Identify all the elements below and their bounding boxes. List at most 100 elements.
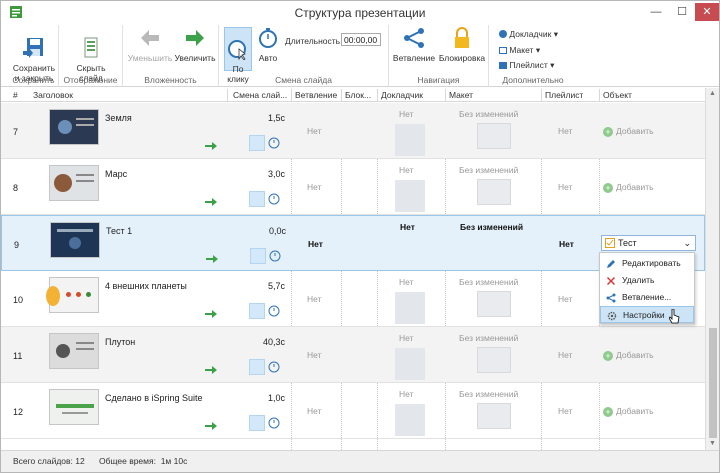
presenter-dropdown[interactable]: Докладчик ▾ [499, 29, 558, 40]
playlist-value[interactable]: Нет [558, 294, 573, 304]
presenter-avatar[interactable] [395, 404, 425, 436]
slide-duration[interactable]: 3,0с [267, 169, 285, 179]
slide-title[interactable]: 4 внешних планеты [105, 281, 187, 291]
header-title[interactable]: Заголовок [33, 90, 73, 100]
table-row[interactable]: 10 4 внешних планеты 5,7с Нет Нет Без из… [1, 271, 705, 327]
arrow-right-icon[interactable] [206, 254, 218, 264]
table-row[interactable]: 8 Марс 3,0с Нет Нет Без изменений Нет + Д… [1, 159, 705, 215]
slide-title[interactable]: Марс [105, 169, 128, 179]
click-advance-icon[interactable] [249, 359, 265, 375]
duration-input[interactable]: 00:00,00 [341, 33, 381, 46]
click-advance-icon[interactable] [249, 135, 265, 151]
presenter-avatar[interactable] [395, 180, 425, 212]
minimize-button[interactable]: — [650, 6, 662, 18]
slide-duration[interactable]: 0,0с [268, 226, 286, 236]
hide-slide-button[interactable]: Скрыть слайд [69, 27, 113, 83]
branch-value[interactable]: Нет [307, 182, 322, 192]
header-playlist[interactable]: Плейлист [545, 90, 584, 100]
layout-value[interactable]: Без изменений [460, 222, 524, 232]
table-row-selected[interactable]: 9 Тест 1 0,0с Нет Нет Без изменений Нет [1, 215, 705, 271]
scroll-down-icon[interactable]: ▼ [709, 440, 716, 447]
save-and-close-button[interactable]: Сохранить и закрыть [11, 27, 57, 83]
slide-title[interactable]: Земля [105, 113, 132, 123]
presenter-avatar[interactable] [395, 124, 425, 156]
layout-preview[interactable] [477, 123, 511, 149]
branch-value[interactable]: Нет [307, 350, 322, 360]
header-slide-change[interactable]: Смена слай... [233, 90, 288, 100]
menu-item-branching[interactable]: Ветвление... [600, 289, 694, 306]
table-row[interactable]: 7 Земля 1,5с Нет Нет Без изменений Нет +… [1, 103, 705, 159]
locking-button[interactable]: Блокировка [437, 27, 487, 63]
branch-value[interactable]: Нет [308, 239, 323, 249]
chevron-down-icon[interactable]: ⌄ [683, 238, 691, 248]
menu-item-edit[interactable]: Редактировать [600, 255, 694, 272]
layout-value[interactable]: Без изменений [459, 165, 519, 175]
timer-icon[interactable] [267, 359, 283, 375]
table-row[interactable]: 11 Плутон 40,3с Нет Нет Без изменений Не… [1, 327, 705, 383]
branch-value[interactable]: Нет [307, 294, 322, 304]
vertical-scrollbar[interactable]: ▲ ▼ [705, 88, 719, 450]
presenter-value[interactable]: Нет [400, 222, 415, 232]
header-object[interactable]: Объект [603, 90, 632, 100]
add-object-button[interactable]: + Добавить [603, 406, 654, 417]
header-branching[interactable]: Ветвление [295, 90, 338, 100]
header-presenter[interactable]: Докладчик [381, 90, 423, 100]
on-click-button[interactable]: По клику [224, 27, 252, 84]
branch-value[interactable]: Нет [307, 126, 322, 136]
header-number[interactable]: # [13, 90, 18, 100]
add-object-button[interactable]: + Добавить [603, 350, 654, 361]
presenter-value[interactable]: Нет [399, 389, 414, 399]
arrow-right-icon[interactable] [205, 421, 217, 431]
table-row[interactable]: 12 Сделано в iSpring Suite 1,0с Нет Нет … [1, 383, 705, 439]
slide-duration[interactable]: 40,3с [262, 337, 285, 347]
add-object-button[interactable]: + Добавить [603, 182, 654, 193]
timer-icon[interactable] [267, 415, 283, 431]
layout-dropdown[interactable]: Макет ▾ [499, 45, 540, 56]
branching-button[interactable]: Ветвление [391, 27, 437, 63]
presenter-value[interactable]: Нет [399, 333, 414, 343]
playlist-value[interactable]: Нет [558, 126, 573, 136]
click-advance-icon[interactable] [249, 191, 265, 207]
slide-title[interactable]: Тест 1 [106, 226, 133, 236]
scroll-up-icon[interactable]: ▲ [709, 90, 716, 97]
timer-icon[interactable] [268, 248, 284, 264]
layout-value[interactable]: Без изменений [459, 333, 519, 343]
layout-preview[interactable] [477, 179, 511, 205]
object-dropdown[interactable]: Тест ⌄ [601, 235, 696, 251]
branch-value[interactable]: Нет [307, 406, 322, 416]
playlist-value[interactable]: Нет [559, 239, 574, 249]
layout-value[interactable]: Без изменений [459, 277, 519, 287]
presenter-avatar[interactable] [395, 292, 425, 324]
menu-item-delete[interactable]: Удалить [600, 272, 694, 289]
scrollbar-thumb[interactable] [709, 328, 717, 438]
timer-icon[interactable] [267, 303, 283, 319]
presenter-value[interactable]: Нет [399, 165, 414, 175]
arrow-right-icon[interactable] [205, 197, 217, 207]
playlist-value[interactable]: Нет [558, 350, 573, 360]
add-object-button[interactable]: + Добавить [603, 126, 654, 137]
layout-value[interactable]: Без изменений [459, 109, 519, 119]
presenter-avatar[interactable] [395, 348, 425, 380]
layout-preview[interactable] [477, 347, 511, 373]
slide-title[interactable]: Плутон [105, 337, 136, 347]
decrease-button[interactable]: Уменьшить [127, 27, 173, 63]
playlist-value[interactable]: Нет [558, 182, 573, 192]
header-layout[interactable]: Макет [449, 90, 474, 100]
slide-title[interactable]: Сделано в iSpring Suite [105, 393, 203, 403]
auto-button[interactable]: Авто [255, 27, 281, 63]
close-button[interactable]: ✕ [695, 3, 719, 21]
maximize-button[interactable]: ☐ [677, 6, 687, 18]
playlist-value[interactable]: Нет [558, 406, 573, 416]
arrow-right-icon[interactable] [205, 309, 217, 319]
layout-preview[interactable] [477, 291, 511, 317]
slide-duration[interactable]: 5,7с [267, 281, 285, 291]
timer-icon[interactable] [267, 135, 283, 151]
arrow-right-icon[interactable] [205, 365, 217, 375]
slide-duration[interactable]: 1,5с [267, 113, 285, 123]
click-advance-icon[interactable] [249, 415, 265, 431]
slide-duration[interactable]: 1,0с [267, 393, 285, 403]
timer-icon[interactable] [267, 191, 283, 207]
arrow-right-icon[interactable] [205, 141, 217, 151]
increase-button[interactable]: Увеличить [173, 27, 217, 63]
header-lock[interactable]: Блок... [345, 90, 372, 100]
